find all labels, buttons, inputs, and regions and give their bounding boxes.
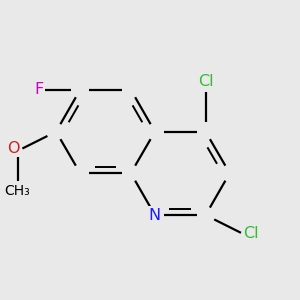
Text: CH₃: CH₃ xyxy=(5,184,30,198)
Text: Cl: Cl xyxy=(198,74,213,89)
Text: Cl: Cl xyxy=(243,226,259,241)
Text: N: N xyxy=(149,208,161,223)
Text: O: O xyxy=(8,141,20,156)
Text: F: F xyxy=(34,82,44,97)
